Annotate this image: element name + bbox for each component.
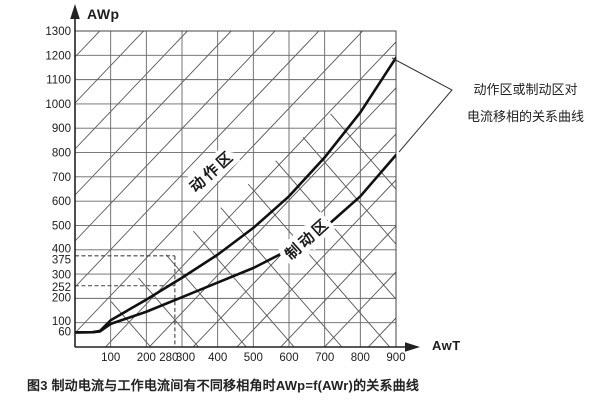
phase-shift-line-up (75, 31, 364, 334)
y-tick-label: 1100 (46, 75, 71, 87)
annotation-leader-lines (391, 57, 453, 153)
phase-shift-line-down (75, 204, 396, 347)
y-tick-label: 60 (58, 326, 71, 338)
grid-lines (74, 30, 397, 348)
callout-line-1: 动作区或制动区对 (473, 82, 578, 97)
x-tick-label: 800 (351, 352, 370, 364)
figure-caption: 图3 制动电流与工作电流间有不同移相角时AWp=f(AWr)的关系曲线 (27, 378, 420, 393)
y-tick-label: 600 (52, 196, 71, 208)
x-tick-label: 600 (279, 352, 298, 364)
x-tick-label: 400 (208, 352, 227, 364)
y-tick-label: 300 (52, 270, 71, 282)
boundary-curves (75, 56, 396, 334)
phase-shift-line-down (75, 57, 396, 347)
y-tick-label: 100 (52, 316, 71, 328)
phase-shift-line-up (148, 87, 396, 347)
y-tick-label: 500 (52, 220, 71, 232)
x-tick-label: 300 (176, 352, 195, 364)
callout-text: 动作区或制动区对 电流移相的关系曲线 (453, 76, 598, 130)
y-tick-label: 375 (52, 254, 71, 266)
phase-shift-line-down (75, 57, 396, 347)
y-tick-label: 800 (52, 148, 71, 160)
y-tick-label: 200 (52, 292, 71, 304)
brake-zone-hatch (75, 57, 396, 347)
x-tick-label: 280 (159, 352, 178, 364)
phase-shift-line-up (75, 31, 276, 242)
y-tick-label: 1000 (45, 99, 71, 111)
callout-leader (391, 57, 453, 153)
y-tick-label: 900 (52, 123, 71, 135)
x-tick-label: 100 (101, 352, 120, 364)
phase-shift-line-up (75, 31, 101, 58)
y-tick-label: 1200 (45, 50, 71, 62)
zone-label: 制动区 (282, 214, 334, 264)
phase-shift-line-up (280, 225, 396, 347)
phase-shift-line-up (75, 31, 320, 288)
x-tick-label: 200 (137, 352, 156, 364)
x-tick-label: 700 (315, 352, 334, 364)
axes (70, 4, 420, 352)
phase-shift-line-up (236, 179, 396, 347)
y-tick-label: 252 (52, 282, 71, 294)
x-tick-label: 900 (386, 352, 405, 364)
boundary-curve (75, 153, 396, 334)
phase-shift-line-up (75, 31, 189, 150)
callout-line-2: 电流移相的关系曲线 (466, 109, 584, 124)
y-tick-label: 400 (52, 243, 71, 255)
y-tick-label: 700 (52, 172, 71, 184)
phase-shift-line-up (192, 133, 396, 347)
x-tick-label: 500 (244, 352, 263, 364)
x-axis-arrow (405, 342, 420, 352)
y-tick-label: 1300 (45, 26, 71, 38)
phase-shift-line-up (75, 31, 232, 196)
y-axis-arrow (70, 4, 80, 19)
tick-labels: 1300120011001000900800700600500400375300… (45, 26, 405, 364)
y-axis-label: AWp (87, 6, 120, 22)
x-axis-label: AwT (432, 338, 461, 353)
phase-shift-line-down (75, 57, 396, 347)
